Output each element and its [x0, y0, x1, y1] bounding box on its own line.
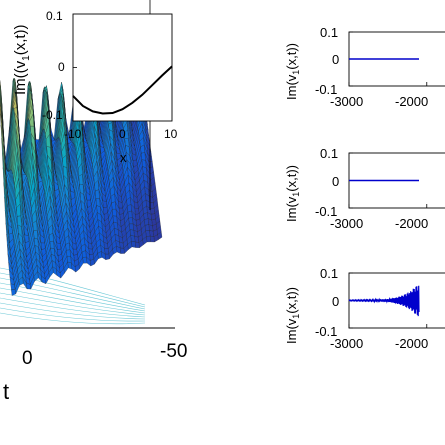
panel-1-x-tick-neg3000: -3000 — [330, 94, 363, 109]
panel-3-y-tick-top: 0.1 — [320, 266, 338, 281]
floor-contour-line — [0, 302, 146, 320]
panel-3-y-tick-bottom: -0.1 — [315, 324, 337, 339]
panel-3-series-line — [348, 285, 420, 317]
surface-t-axis-label: t — [3, 379, 9, 404]
panel-3-y-tick-zero: 0 — [332, 294, 339, 309]
inset-plot-area — [72, 13, 173, 122]
surface-z-axis-label: Im((v1(x,t)) — [12, 24, 32, 95]
surface-face — [11, 289, 16, 296]
floor-contour-line — [0, 292, 146, 316]
surface-face — [134, 208, 140, 215]
panel-2-y-tick-zero: 0 — [332, 174, 339, 189]
inset-y-tick-zero: 0 — [58, 60, 65, 74]
inset-x-tick-neg10: -10 — [64, 127, 82, 141]
panel-3-x-tick-neg2000: -2000 — [395, 336, 428, 351]
surface-face — [0, 94, 3, 124]
surface-mesh — [0, 77, 163, 325]
panel-3-x-tick-neg3000: -3000 — [330, 336, 363, 351]
panel-2-y-tick-top: 0.1 — [320, 146, 338, 161]
floor-contour-line — [0, 297, 146, 318]
panel-3-y-axis-label: Im(v1(x,t)) — [284, 287, 301, 344]
floor-contour-line — [0, 312, 146, 325]
surface-z-axis-label-sub: 1 — [21, 55, 32, 61]
panel-1-y-tick-top: 0.1 — [320, 25, 338, 40]
surface-t-tick-0: 0 — [22, 348, 33, 369]
panel-1-y-tick-bottom: -0.1 — [315, 82, 337, 97]
line-panel-2: 0.1 0 -0.1 -3000 -2000 Im(v1(x,t)) — [284, 146, 445, 231]
panel-2-x-tick-neg3000: -3000 — [330, 216, 363, 231]
floor-contour-line — [0, 307, 146, 322]
inset-curve — [72, 65, 173, 115]
panel-1-x-tick-neg2000: -2000 — [395, 94, 428, 109]
inset-x-label: x — [120, 150, 127, 165]
line-panel-3: 0.1 0 -0.1 -3000 -2000 Im(v1(x,t)) — [284, 266, 445, 351]
inset-y-tick-top: 0.1 — [46, 9, 63, 23]
floor-contour-line — [0, 287, 146, 314]
panel-2-y-axis-label: Im(v1(x,t)) — [284, 165, 301, 222]
inset-plot: 0.1 0 -0.1 -10 0 10 x — [42, 9, 178, 165]
line-panel-1: 0.1 0 -0.1 -3000 -2000 Im(v1(x,t)) — [284, 25, 445, 109]
panel-1-y-tick-zero: 0 — [332, 52, 339, 67]
panel-2-y-tick-bottom: -0.1 — [315, 204, 337, 219]
surface-t-tick-neg50: -50 — [160, 341, 187, 362]
surface-plot-panel: 0 -50 t Im((v1(x,t)) — [0, 0, 187, 404]
inset-y-tick-bottom: -0.1 — [42, 108, 63, 122]
panel-2-x-tick-neg2000: -2000 — [395, 216, 428, 231]
inset-x-tick-10: 10 — [164, 127, 178, 141]
inset-x-tick-0: 0 — [119, 127, 126, 141]
panel-1-y-axis-label: Im(v1(x,t)) — [284, 43, 301, 100]
